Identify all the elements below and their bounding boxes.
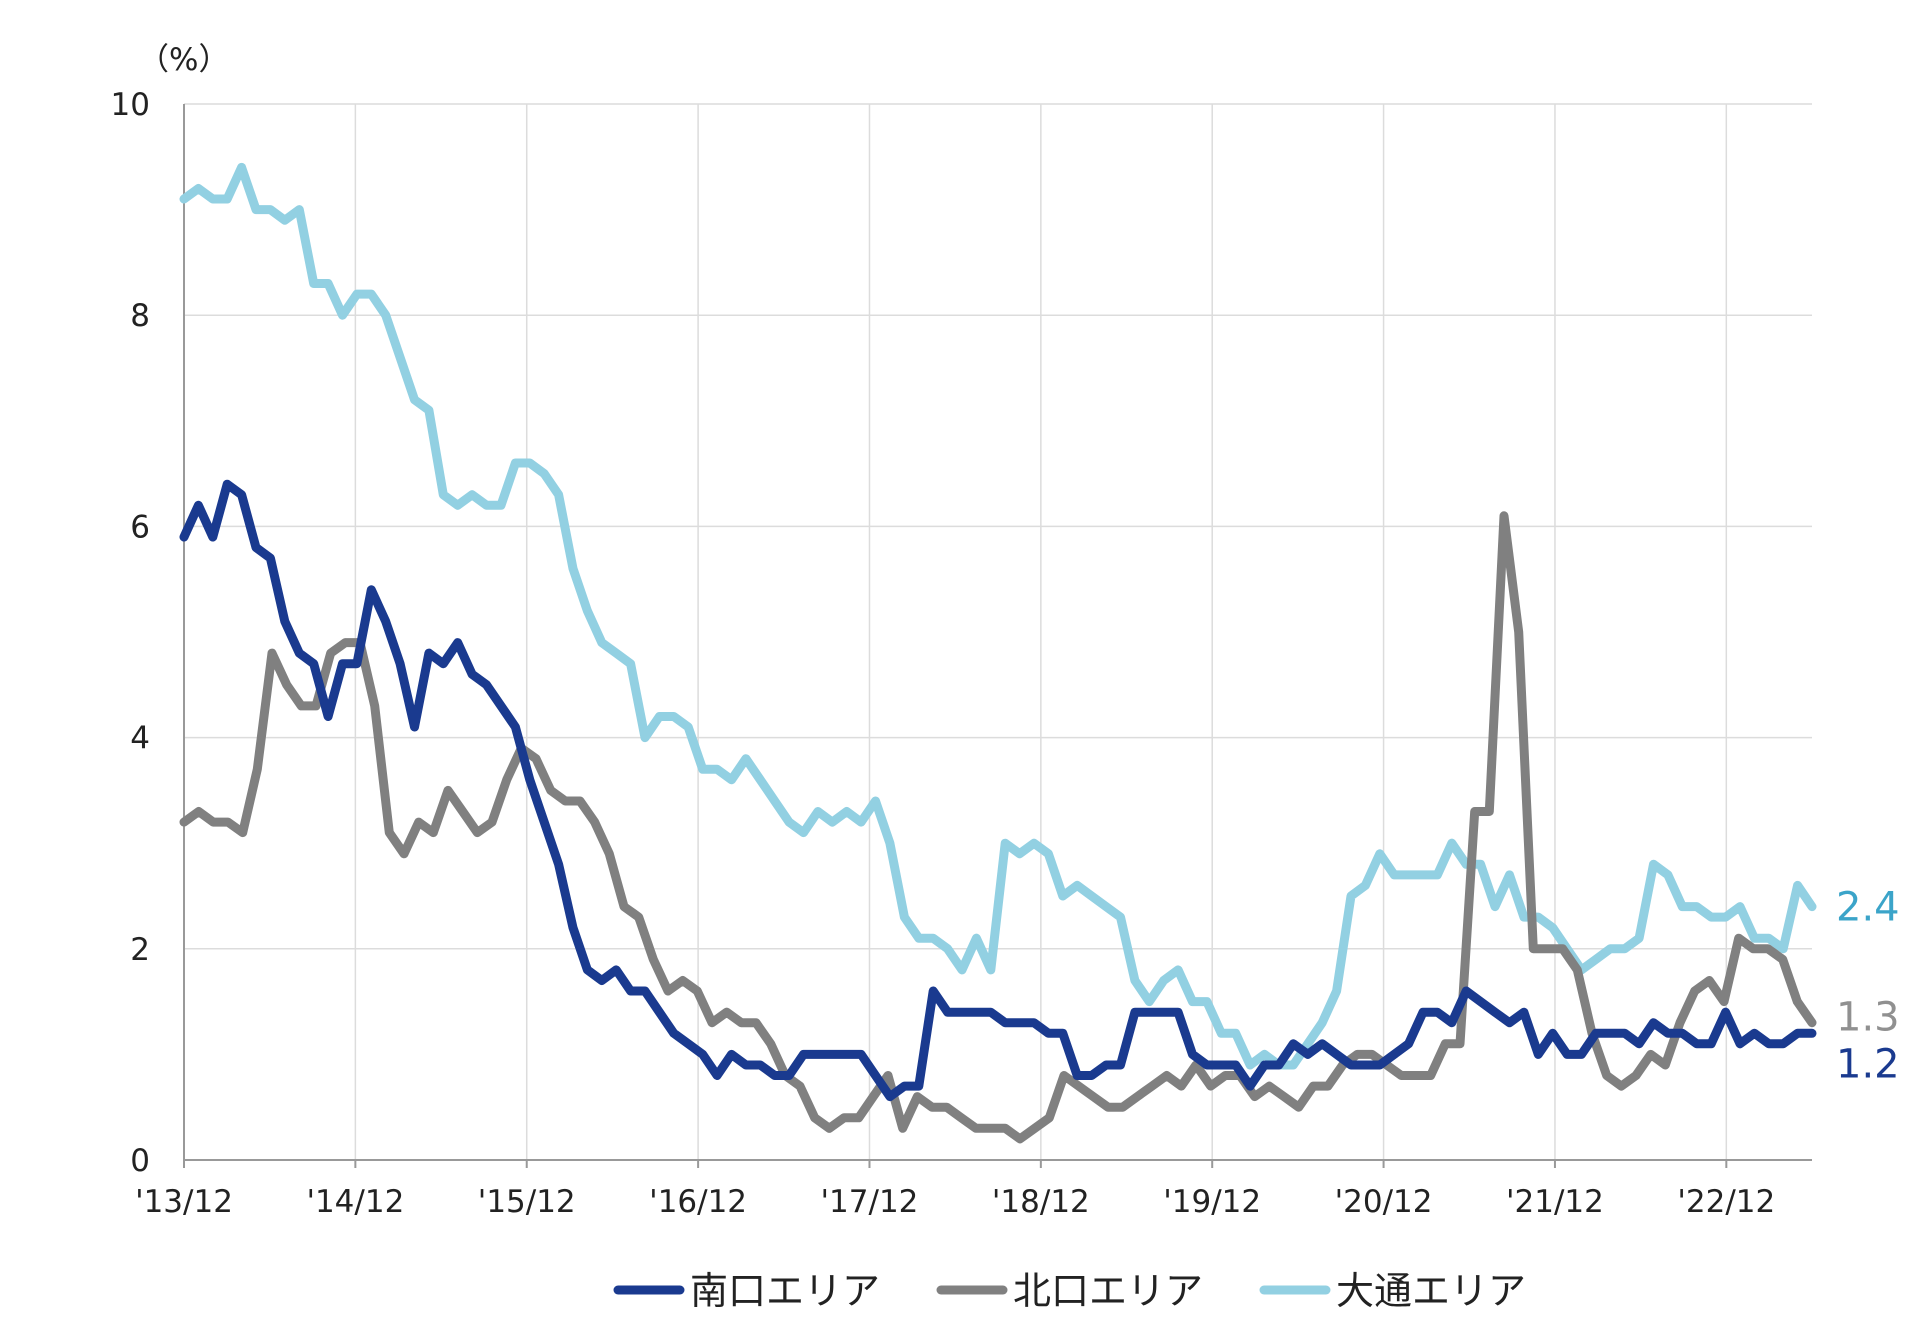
y-tick-label: 2 <box>130 932 150 968</box>
x-tick-label: '19/12 <box>1163 1184 1261 1220</box>
axes <box>183 104 1812 1161</box>
x-tick-label: '14/12 <box>306 1184 404 1220</box>
series-end-label: 2.4 <box>1836 885 1900 931</box>
x-tick-label: '16/12 <box>649 1184 747 1220</box>
series-line-3 <box>179 162 1817 1070</box>
x-tick-label: '13/12 <box>135 1184 233 1220</box>
series-line-2 <box>179 511 1817 1144</box>
x-tick-label: '22/12 <box>1677 1184 1775 1220</box>
series-line-1 <box>179 479 1817 1102</box>
legend-label: 南口エリア <box>690 1269 880 1313</box>
y-tick-label: 8 <box>130 298 150 334</box>
series-lines <box>179 162 1817 1144</box>
x-tick-label: '21/12 <box>1506 1184 1604 1220</box>
y-axis-unit-label: （%） <box>138 42 229 78</box>
grid <box>183 103 1812 1168</box>
legend-label: 北口エリア <box>1013 1269 1203 1313</box>
x-tick-label: '17/12 <box>821 1184 919 1220</box>
series-end-label: 1.3 <box>1836 995 1900 1041</box>
legend: 南口エリア 北口エリア 大通エリア <box>613 1269 1526 1313</box>
y-tick-label: 6 <box>130 509 150 545</box>
y-tick-label: 0 <box>130 1143 150 1179</box>
y-tick-label: 10 <box>111 87 150 123</box>
x-tick-label: '15/12 <box>478 1184 576 1220</box>
series-end-labels: 1.21.3 2.4 <box>1836 885 1900 1088</box>
x-tick-labels: '13/12 '14/12 '15/12 '16/12 '17/12 '18/12 '19/… <box>135 1184 1775 1220</box>
series-end-label: 1.2 <box>1836 1041 1900 1087</box>
legend-label: 大通エリア <box>1336 1269 1526 1313</box>
x-tick-label: '18/12 <box>992 1184 1090 1220</box>
y-tick-labels: 0 2 4 6 8 10 <box>111 87 150 1179</box>
x-tick-label: '20/12 <box>1335 1184 1433 1220</box>
y-tick-label: 4 <box>130 721 150 757</box>
